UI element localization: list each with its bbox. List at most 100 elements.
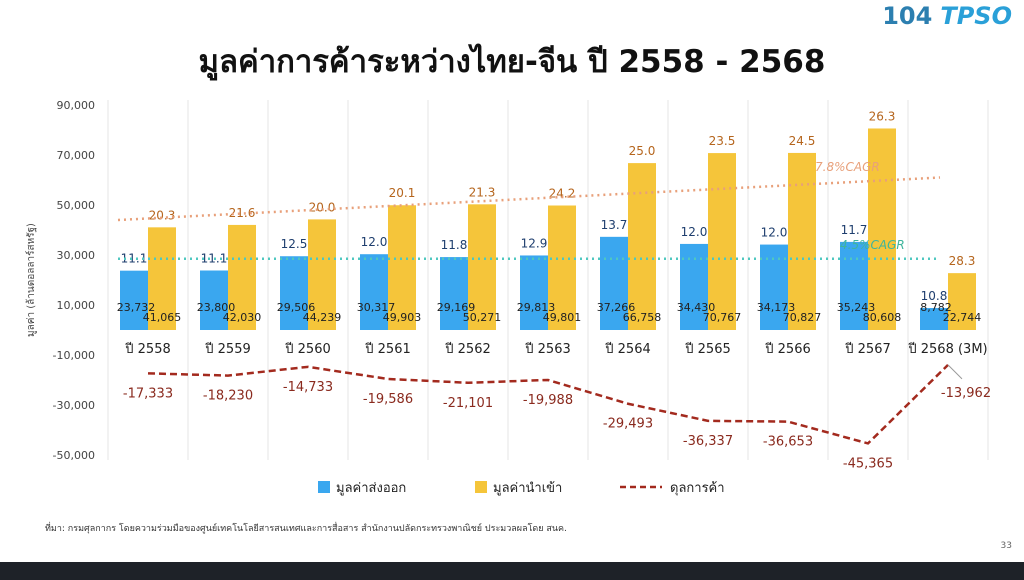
x-tick-label: ปี 2564 bbox=[604, 341, 650, 357]
import-bar bbox=[548, 205, 576, 330]
bottom-bar bbox=[0, 562, 1024, 580]
trade-chart: 90,000 70,000 50,000 30,000 10,000 -10,000 -30… bbox=[25, 99, 991, 496]
export-value-label: 29,813 bbox=[517, 301, 556, 314]
import-share-label: 28.3 bbox=[949, 254, 976, 268]
x-tick-label: ปี 2567 bbox=[844, 341, 890, 357]
import-bar bbox=[788, 152, 816, 330]
x-tick-label: ปี 2561 bbox=[364, 341, 410, 357]
export-bar bbox=[920, 308, 948, 330]
import-value-label: 80,608 bbox=[863, 311, 902, 324]
export-bar bbox=[120, 270, 148, 330]
page-title: มูลค่าการค้าระหว่างไทย-จีน ปี 2558 - 256… bbox=[198, 44, 826, 80]
import-bar bbox=[468, 204, 496, 330]
y-tick-label: 30,000 bbox=[57, 249, 96, 262]
import-bar bbox=[148, 227, 176, 330]
export-share-label: 12.0 bbox=[681, 225, 708, 239]
y-tick-label: -50,000 bbox=[53, 449, 95, 462]
import-value-label: 49,903 bbox=[383, 311, 422, 324]
export-value-label: 34,430 bbox=[677, 301, 716, 314]
export-bar bbox=[600, 236, 628, 330]
trendline-import bbox=[117, 176, 941, 222]
import-value-label: 49,801 bbox=[543, 311, 582, 324]
balance-value-label: -36,337 bbox=[683, 434, 733, 449]
import-value-label: 44,239 bbox=[303, 311, 342, 324]
page-number: 33 bbox=[1000, 541, 1012, 551]
export-share-label: 12.0 bbox=[761, 226, 788, 240]
import-share-label: 24.5 bbox=[789, 134, 816, 148]
import-bar bbox=[388, 205, 416, 330]
export-bar bbox=[440, 257, 468, 330]
balance-value-label: -13,962 bbox=[941, 386, 991, 401]
export-share-label: 11.7 bbox=[841, 223, 868, 237]
export-value-label: 23,732 bbox=[117, 301, 156, 314]
export-value-label: 34,173 bbox=[757, 301, 796, 314]
x-tick-label: ปี 2560 bbox=[284, 341, 330, 357]
balance-value-label: -36,653 bbox=[763, 435, 813, 450]
export-share-label: 11.1 bbox=[121, 252, 148, 266]
import-bar bbox=[228, 224, 256, 330]
import-value-label: 22,744 bbox=[943, 311, 982, 324]
y-tick-label: 90,000 bbox=[57, 99, 96, 112]
balance-value-label: -45,365 bbox=[843, 456, 893, 471]
y-axis-label: มูลค่า (ล้านดอลลาร์สหรัฐ) bbox=[25, 223, 37, 337]
export-share-label: 12.5 bbox=[281, 237, 308, 251]
y-tick-label: -10,000 bbox=[53, 349, 95, 362]
export-value-label: 29,506 bbox=[277, 301, 316, 314]
import-value-label: 70,827 bbox=[783, 311, 822, 324]
tpso-logo: TPSO bbox=[940, 2, 1012, 30]
x-tick-label: ปี 2568 (3M) bbox=[907, 341, 987, 357]
y-tick-label: 50,000 bbox=[57, 199, 96, 212]
legend-balance-label: ดุลการค้า bbox=[670, 481, 725, 496]
export-bar bbox=[520, 255, 548, 330]
export-bar bbox=[280, 256, 308, 330]
import-value-label: 50,271 bbox=[463, 311, 502, 324]
balance-value-label: -18,230 bbox=[203, 389, 253, 404]
balance-value-label: -21,101 bbox=[443, 396, 493, 411]
export-value-label: 37,266 bbox=[597, 301, 636, 314]
export-value-label: 8,782 bbox=[920, 301, 952, 314]
balance-value-label: -19,586 bbox=[363, 392, 413, 407]
y-tick-label: -30,000 bbox=[53, 399, 95, 412]
legend-export-swatch bbox=[318, 481, 330, 493]
import-value-label: 42,030 bbox=[223, 311, 262, 324]
export-value-label: 23,800 bbox=[197, 301, 236, 314]
import-value-label: 70,767 bbox=[703, 311, 742, 324]
import-share-label: 20.0 bbox=[309, 200, 336, 214]
legend-export-label: มูลค่าส่งออก bbox=[336, 481, 406, 496]
import-value-label: 66,758 bbox=[623, 311, 662, 324]
legend-import-swatch bbox=[475, 481, 487, 493]
import-bar bbox=[948, 273, 976, 330]
import-share-label: 21.3 bbox=[469, 185, 496, 199]
export-share-label: 11.8 bbox=[441, 238, 468, 252]
import-share-label: 25.0 bbox=[629, 144, 656, 158]
export-share-label: 13.7 bbox=[601, 218, 628, 232]
balance-value-label: -14,733 bbox=[283, 380, 333, 395]
x-tick-label: ปี 2558 bbox=[124, 341, 170, 357]
export-bar bbox=[360, 254, 388, 330]
logos: 104 TPSO bbox=[882, 2, 1012, 30]
x-tick-label: ปี 2562 bbox=[444, 341, 490, 357]
export-value-label: 35,243 bbox=[837, 301, 876, 314]
export-value-label: 29,169 bbox=[437, 301, 476, 314]
export-share-label: 10.8 bbox=[921, 289, 948, 303]
legend-import-label: มูลค่านำเข้า bbox=[493, 481, 562, 496]
ministry-104-logo: 104 bbox=[882, 2, 933, 30]
export-share-label: 12.9 bbox=[521, 236, 548, 250]
import-bar bbox=[628, 163, 656, 330]
y-tick-label: 70,000 bbox=[57, 149, 96, 162]
import-share-label: 21.6 bbox=[229, 206, 256, 220]
export-value-label: 30,317 bbox=[357, 301, 396, 314]
import-share-label: 20.1 bbox=[389, 186, 416, 200]
import-bar bbox=[868, 128, 896, 330]
balance-value-label: -29,493 bbox=[603, 417, 653, 432]
leader-line bbox=[947, 364, 963, 380]
x-tick-label: ปี 2565 bbox=[684, 341, 730, 357]
x-tick-label: ปี 2563 bbox=[524, 341, 570, 357]
import-value-label: 41,065 bbox=[143, 311, 182, 324]
import-bar bbox=[708, 153, 736, 330]
import-share-label: 20.3 bbox=[149, 208, 176, 222]
y-tick-label: 10,000 bbox=[57, 299, 96, 312]
x-tick-label: ปี 2566 bbox=[764, 341, 810, 357]
import-share-label: 23.5 bbox=[709, 134, 736, 148]
import-bar bbox=[308, 219, 336, 330]
